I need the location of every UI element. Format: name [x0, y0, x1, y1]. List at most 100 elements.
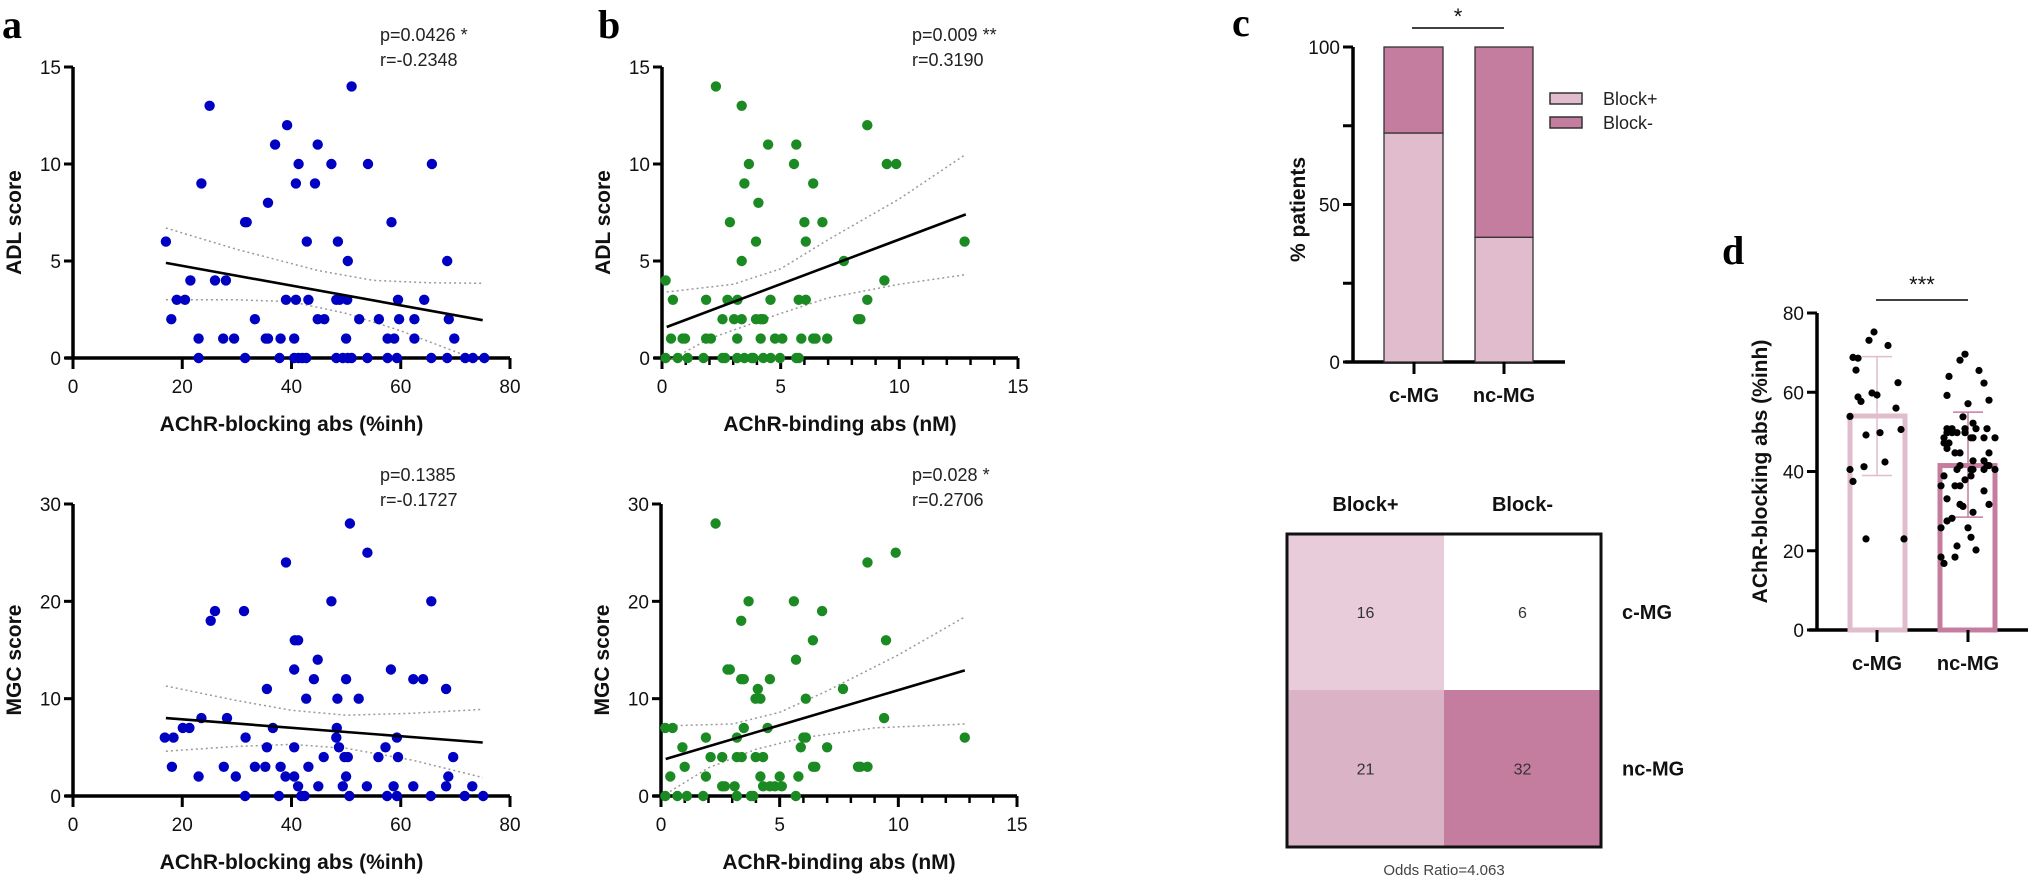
data-point [1948, 429, 1956, 437]
heatmap-cell-value: 21 [1357, 762, 1375, 779]
data-point [881, 158, 892, 170]
data-point [293, 158, 304, 170]
data-point [443, 771, 454, 782]
data-point [393, 314, 405, 325]
x-tick-label: 20 [172, 377, 193, 398]
data-point [1940, 434, 1948, 442]
data-point [822, 333, 833, 344]
data-point [1943, 444, 1951, 453]
data-point [739, 352, 750, 364]
data-point [166, 761, 178, 772]
data-point [1985, 462, 1993, 470]
data-point [238, 605, 250, 617]
y-tick-label: 30 [40, 495, 61, 516]
data-point [758, 352, 769, 364]
y-tick-label: 10 [40, 690, 61, 711]
data-point [1937, 524, 1945, 532]
y-tick-label: 0 [50, 349, 61, 370]
data-point [1969, 434, 1977, 442]
data-point [353, 693, 364, 704]
legend-swatch-block-minus [1549, 116, 1583, 129]
data-point [1967, 533, 1975, 541]
data-point [261, 683, 273, 695]
data-point [249, 761, 261, 772]
data-point [755, 771, 766, 782]
data-point [1940, 472, 1948, 480]
data-point [1951, 449, 1959, 457]
data-point [239, 352, 251, 364]
data-point [724, 217, 736, 228]
data-point [220, 275, 232, 286]
y-tick-label: 10 [40, 155, 61, 176]
data-point [1969, 419, 1977, 427]
regression-line [165, 716, 483, 744]
data-point [391, 732, 403, 743]
data-point [743, 596, 754, 607]
data-point [880, 635, 892, 646]
data-point [959, 732, 970, 743]
data-point [1969, 465, 1977, 474]
confidence-band-lower [165, 299, 473, 359]
data-point [160, 236, 172, 247]
scatter-plot-adl-vs-binding: 0 5 10 15 0 5 10 15 AChR-binding abs (nM) ADL sco… [592, 25, 1029, 436]
y-tick-label: 20 [1783, 542, 1804, 563]
odds-ratio-caption: Odds Ratio=4.063 [1383, 862, 1504, 879]
data-point [239, 790, 251, 802]
data-point [171, 294, 182, 305]
y-tick-label: 0 [1329, 353, 1340, 374]
legend: Block+ Block- [1549, 89, 1658, 133]
data-point [426, 596, 437, 607]
data-point [660, 790, 671, 802]
data-point [1969, 457, 1977, 465]
data-point [269, 139, 281, 150]
data-point [732, 333, 743, 344]
y-tick-label: 5 [639, 252, 650, 273]
data-point [409, 314, 420, 325]
data-point [1964, 400, 1972, 408]
heatmap-row-label: nc-MG [1622, 759, 1684, 781]
data-point [796, 333, 807, 344]
legend-label-block-plus: Block+ [1603, 89, 1658, 109]
y-axis-label: MGC score [3, 605, 26, 716]
data-point [799, 217, 810, 228]
data-point [326, 596, 337, 607]
data-point [731, 790, 743, 802]
data-point [1980, 434, 1988, 442]
x-tick-label: 80 [499, 815, 520, 836]
data-point [1964, 524, 1972, 532]
data-point [281, 120, 293, 131]
data-point [354, 314, 365, 325]
data-point [1870, 328, 1878, 336]
legend-swatch-block-plus [1549, 92, 1583, 105]
data-point [1860, 463, 1868, 471]
data-point [408, 674, 419, 685]
data-point [862, 557, 873, 568]
x-category-label: c-MG [1389, 385, 1439, 407]
y-tick-label: 20 [628, 592, 649, 613]
data-point [196, 178, 207, 189]
y-tick-label: 80 [1783, 304, 1804, 325]
data-point [342, 255, 353, 267]
data-point [301, 352, 312, 364]
data-point [665, 771, 676, 782]
data-point [261, 742, 273, 753]
data-point [179, 294, 191, 305]
x-tick-label: 0 [68, 815, 79, 836]
regression-line [165, 261, 483, 322]
data-point [362, 158, 374, 170]
data-point [334, 294, 345, 305]
data-point [793, 771, 804, 782]
data-point [417, 674, 429, 685]
data-point [736, 615, 747, 626]
data-point [769, 333, 781, 344]
data-point [290, 294, 302, 305]
data-point [301, 236, 312, 247]
y-tick-label: 0 [50, 787, 61, 808]
data-point [240, 732, 251, 743]
data-point [337, 781, 348, 792]
panel-label-c: c [1232, 0, 1250, 45]
data-point [426, 158, 438, 170]
data-point [1967, 472, 1975, 480]
bar-segment-block-minus [1383, 46, 1444, 134]
data-point [332, 693, 343, 704]
